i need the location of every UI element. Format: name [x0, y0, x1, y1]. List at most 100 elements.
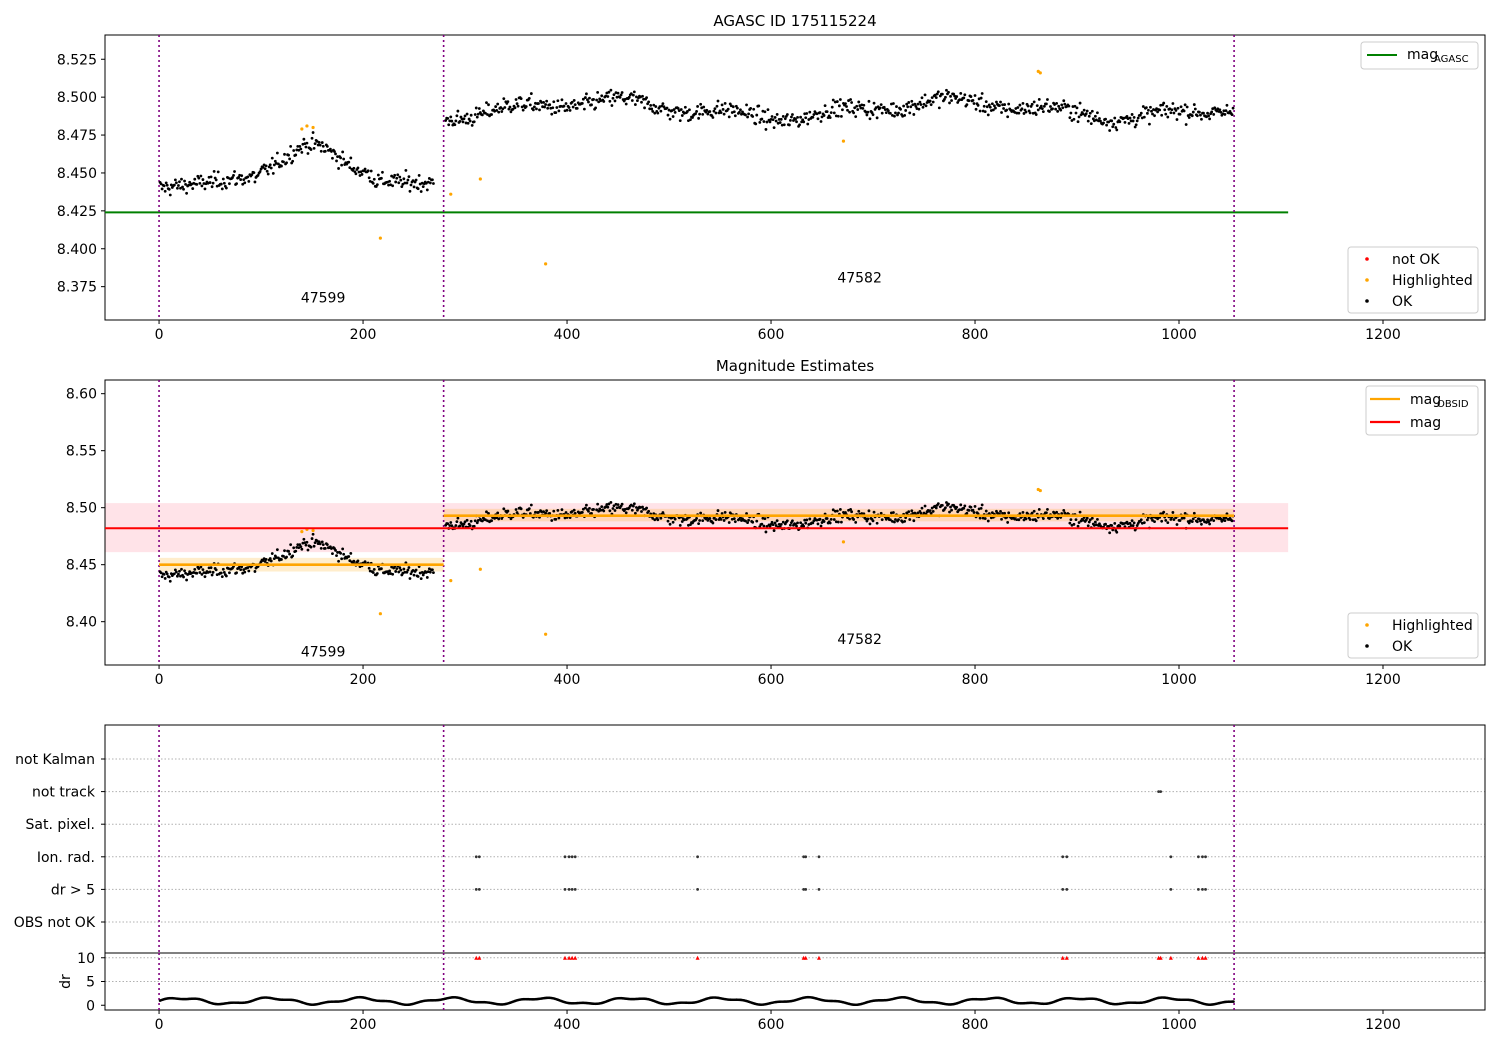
ok-point — [934, 96, 938, 99]
ok-point — [840, 520, 843, 524]
ok-point — [461, 120, 465, 124]
ok-point — [266, 172, 270, 176]
ok-point — [201, 568, 205, 572]
ok-point — [762, 120, 766, 123]
ok-point — [929, 103, 933, 107]
ok-point — [292, 149, 296, 152]
highlighted-point — [300, 127, 304, 131]
ok-point — [916, 102, 920, 106]
ok-point — [243, 570, 247, 574]
flag-event-point — [1169, 888, 1173, 891]
ok-point — [978, 109, 982, 113]
ok-point — [233, 170, 236, 173]
x-tick-label: 0 — [155, 327, 164, 343]
ok-point — [291, 159, 295, 163]
ok-point — [920, 506, 924, 510]
ok-point — [1020, 107, 1024, 111]
ok-point — [947, 90, 950, 94]
ok-point — [397, 570, 401, 574]
ok-point — [554, 517, 558, 521]
ok-point — [583, 506, 587, 510]
ok-point — [406, 568, 410, 572]
ok-point — [1034, 519, 1038, 523]
ok-point — [1000, 517, 1003, 521]
ok-point — [592, 97, 595, 101]
ok-point — [733, 114, 737, 118]
ok-point — [1118, 524, 1122, 528]
y-tick-label: 8.425 — [57, 204, 97, 220]
ok-point — [480, 113, 484, 117]
ok-point — [762, 524, 766, 528]
ok-point — [1056, 109, 1060, 113]
ok-point — [633, 511, 637, 515]
ok-point — [1072, 522, 1076, 526]
ok-point — [904, 516, 908, 520]
ok-point — [1132, 115, 1136, 119]
ok-point — [487, 103, 490, 107]
ok-point — [751, 520, 755, 524]
ok-point — [1224, 516, 1228, 520]
ok-point — [583, 96, 587, 99]
ok-point — [331, 552, 334, 556]
ok-point — [923, 504, 927, 508]
ok-point — [789, 118, 792, 122]
ok-point — [1175, 118, 1179, 121]
ok-point — [480, 519, 484, 523]
ok-point — [588, 506, 591, 510]
ok-point — [1182, 516, 1186, 520]
ok-point — [988, 105, 992, 109]
dr-point — [1232, 1000, 1235, 1003]
ok-point — [527, 97, 531, 100]
ok-point — [1081, 518, 1085, 522]
ok-point — [880, 518, 884, 522]
ok-point — [209, 175, 213, 179]
ok-point — [275, 548, 279, 552]
ok-point — [672, 108, 676, 111]
ok-point — [333, 150, 336, 153]
ok-point — [897, 111, 900, 115]
ok-point — [1111, 125, 1115, 129]
ok-point — [1206, 111, 1209, 115]
ok-point — [330, 150, 333, 153]
flag-event-point — [1201, 888, 1204, 891]
ok-point — [976, 103, 980, 107]
ok-point — [841, 108, 844, 112]
ok-point — [744, 113, 747, 117]
ok-point — [588, 96, 591, 100]
ok-point — [1089, 122, 1093, 126]
ok-point — [1068, 521, 1072, 525]
ok-point — [711, 116, 715, 119]
ok-point — [550, 112, 554, 116]
ok-point — [1183, 103, 1187, 107]
ok-point — [1034, 113, 1038, 116]
ok-point — [948, 101, 951, 105]
y-tick-label: 8.40 — [66, 615, 97, 631]
ok-point — [1131, 119, 1135, 123]
ok-point — [1208, 117, 1212, 121]
ok-point — [335, 159, 338, 163]
ok-point — [830, 105, 834, 109]
ok-point — [1054, 107, 1057, 111]
ok-point — [469, 113, 473, 117]
ok-point — [1028, 111, 1032, 115]
ok-point — [1074, 518, 1078, 522]
ok-point — [919, 511, 923, 515]
ok-point — [337, 559, 340, 563]
ok-point — [395, 567, 399, 571]
ok-point — [472, 524, 476, 528]
ok-point — [828, 116, 832, 119]
ok-point — [551, 106, 555, 110]
ok-point — [631, 504, 635, 508]
ok-point — [224, 574, 228, 578]
ok-point — [550, 519, 554, 522]
ok-point — [596, 502, 600, 506]
ok-point — [1062, 99, 1066, 103]
ok-point — [311, 131, 315, 134]
ok-point — [360, 173, 364, 176]
ok-point — [1086, 119, 1090, 123]
ok-point — [172, 572, 176, 576]
ok-point — [296, 543, 300, 547]
ok-point — [193, 177, 197, 181]
ok-point — [1195, 520, 1199, 524]
